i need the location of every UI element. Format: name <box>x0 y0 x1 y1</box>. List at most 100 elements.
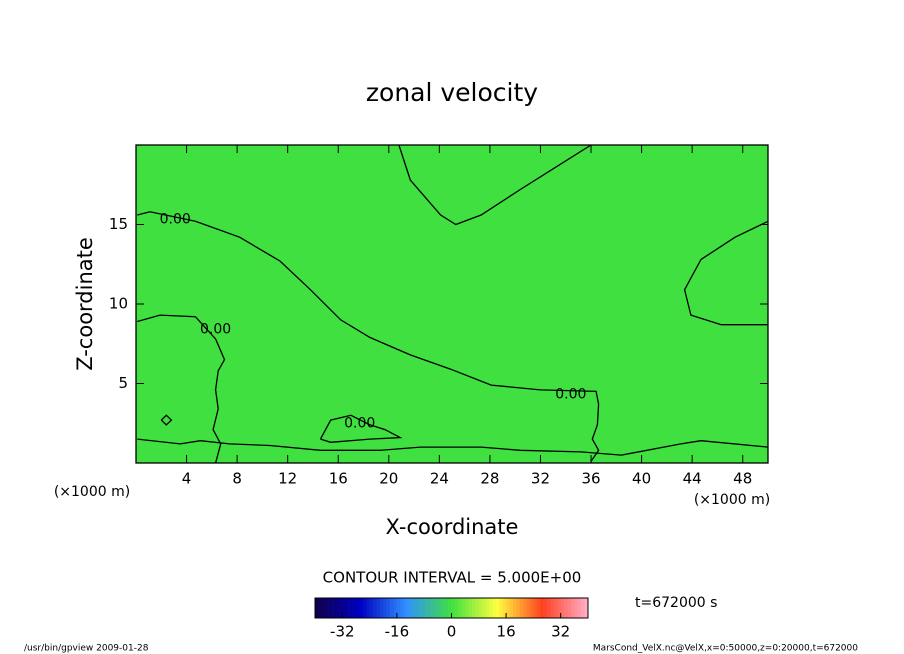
colorbar-cell <box>529 598 534 618</box>
colorbar-cell <box>536 598 541 618</box>
colorbar-cell <box>499 598 503 618</box>
colorbar-cell <box>359 598 364 618</box>
colorbar-cell <box>485 598 490 618</box>
colorbar-cell <box>468 598 473 618</box>
colorbar-cell <box>550 598 555 618</box>
x-tick-label: 20 <box>379 470 398 488</box>
colorbar-cell <box>574 598 579 618</box>
colorbar-cell <box>315 598 319 618</box>
colorbar-cell <box>533 598 538 618</box>
colorbar-cell <box>369 598 374 618</box>
colorbar-cell <box>345 598 350 618</box>
colorbar-cell <box>516 598 521 618</box>
colorbar-cell <box>478 598 483 618</box>
colorbar-cell <box>393 598 398 618</box>
colorbar-cell <box>526 598 531 618</box>
colorbar-cell <box>581 598 585 618</box>
x-unit-label: (×1000 m) <box>54 484 130 500</box>
colorbar-cell <box>489 598 493 618</box>
contour-label: 0.00 <box>200 321 231 337</box>
y-tick-label: 5 <box>118 374 128 392</box>
colorbar-cell <box>400 598 405 618</box>
colorbar-cell <box>540 598 544 618</box>
colorbar-cell <box>417 598 422 618</box>
colorbar-cell <box>383 598 387 618</box>
colorbar-cell <box>461 598 466 618</box>
colorbar-cell <box>441 598 445 618</box>
colorbar-cell <box>407 598 411 618</box>
footer-left: /usr/bin/gpview 2009-01-28 <box>24 644 149 654</box>
colorbar-cell <box>403 598 408 618</box>
contour-label: 0.00 <box>160 212 191 228</box>
colorbar-cell <box>338 598 343 618</box>
colorbar-cell <box>465 598 469 618</box>
colorbar-cell <box>553 598 558 618</box>
x-tick-label: 8 <box>232 470 242 488</box>
colorbar-cell <box>567 598 572 618</box>
x-tick-label: 48 <box>733 470 752 488</box>
colorbar-cell <box>325 598 329 618</box>
colorbar-cell <box>390 598 394 618</box>
colorbar-tick-label: -32 <box>330 623 355 641</box>
colorbar-cell <box>509 598 514 618</box>
colorbar-cell <box>502 598 507 618</box>
colorbar-cell <box>396 598 401 618</box>
colorbar-cell <box>570 598 575 618</box>
colorbar-cell <box>584 598 589 618</box>
colorbar-cell <box>523 598 527 618</box>
colorbar-tick-label: -16 <box>385 623 410 641</box>
colorbar-cell <box>355 598 360 618</box>
colorbar-cell <box>410 598 415 618</box>
y-tick-label: 10 <box>109 295 128 313</box>
colorbar-cell <box>444 598 449 618</box>
contour-line <box>398 144 592 226</box>
contour-line <box>137 211 600 462</box>
colorbar-cell <box>434 598 439 618</box>
colorbar-cell <box>482 598 486 618</box>
contour-label: 0.00 <box>344 415 375 431</box>
colorbar-cell <box>321 598 326 618</box>
colorbar-cell <box>577 598 582 618</box>
colorbar-cell <box>506 598 510 618</box>
contour-line <box>137 438 769 456</box>
colorbar-cell <box>448 598 452 618</box>
colorbar-cell <box>420 598 425 618</box>
colorbar-cell <box>495 598 500 618</box>
colorbar-cell <box>413 598 418 618</box>
contour-line <box>160 414 173 426</box>
x-tick-label: 36 <box>581 470 600 488</box>
colorbar-cell <box>373 598 377 618</box>
colorbar-cell <box>427 598 432 618</box>
x-tick-label: 40 <box>632 470 651 488</box>
contour-label: 0.00 <box>555 387 586 403</box>
colorbar-cell <box>454 598 459 618</box>
contour-line <box>137 314 226 464</box>
footer-right: MarsCond_VelX.nc@VelX,x=0:50000,z=0:2000… <box>593 644 858 654</box>
colorbar-tick-label: 32 <box>551 623 570 641</box>
x-tick-label: 28 <box>480 470 499 488</box>
contour-line <box>319 414 403 443</box>
field <box>136 145 768 463</box>
x-axis-label: X-coordinate <box>386 515 519 539</box>
y-axis-label: Z-coordinate <box>73 237 97 371</box>
colorbar-cell <box>543 598 548 618</box>
colorbar-cell <box>471 598 476 618</box>
x-tick-label: 12 <box>278 470 297 488</box>
x-tick-label: 32 <box>531 470 550 488</box>
x-unit-label: (×1000 m) <box>694 492 770 508</box>
colorbar-cell <box>332 598 336 618</box>
colorbar-cell <box>431 598 435 618</box>
colorbar-cell <box>349 598 353 618</box>
colorbar-tick-label: 16 <box>497 623 516 641</box>
colorbar-cell <box>560 598 565 618</box>
x-tick-label: 44 <box>683 470 702 488</box>
colorbar-cell <box>512 598 517 618</box>
time-label: t=672000 s <box>635 595 717 611</box>
y-tick-label: 15 <box>109 215 128 233</box>
colorbar-cell <box>519 598 524 618</box>
colorbar-cell <box>451 598 456 618</box>
contour-interval: CONTOUR INTERVAL = 5.000E+00 <box>323 569 582 587</box>
colorbar-cell <box>379 598 384 618</box>
x-tick-label: 16 <box>329 470 348 488</box>
